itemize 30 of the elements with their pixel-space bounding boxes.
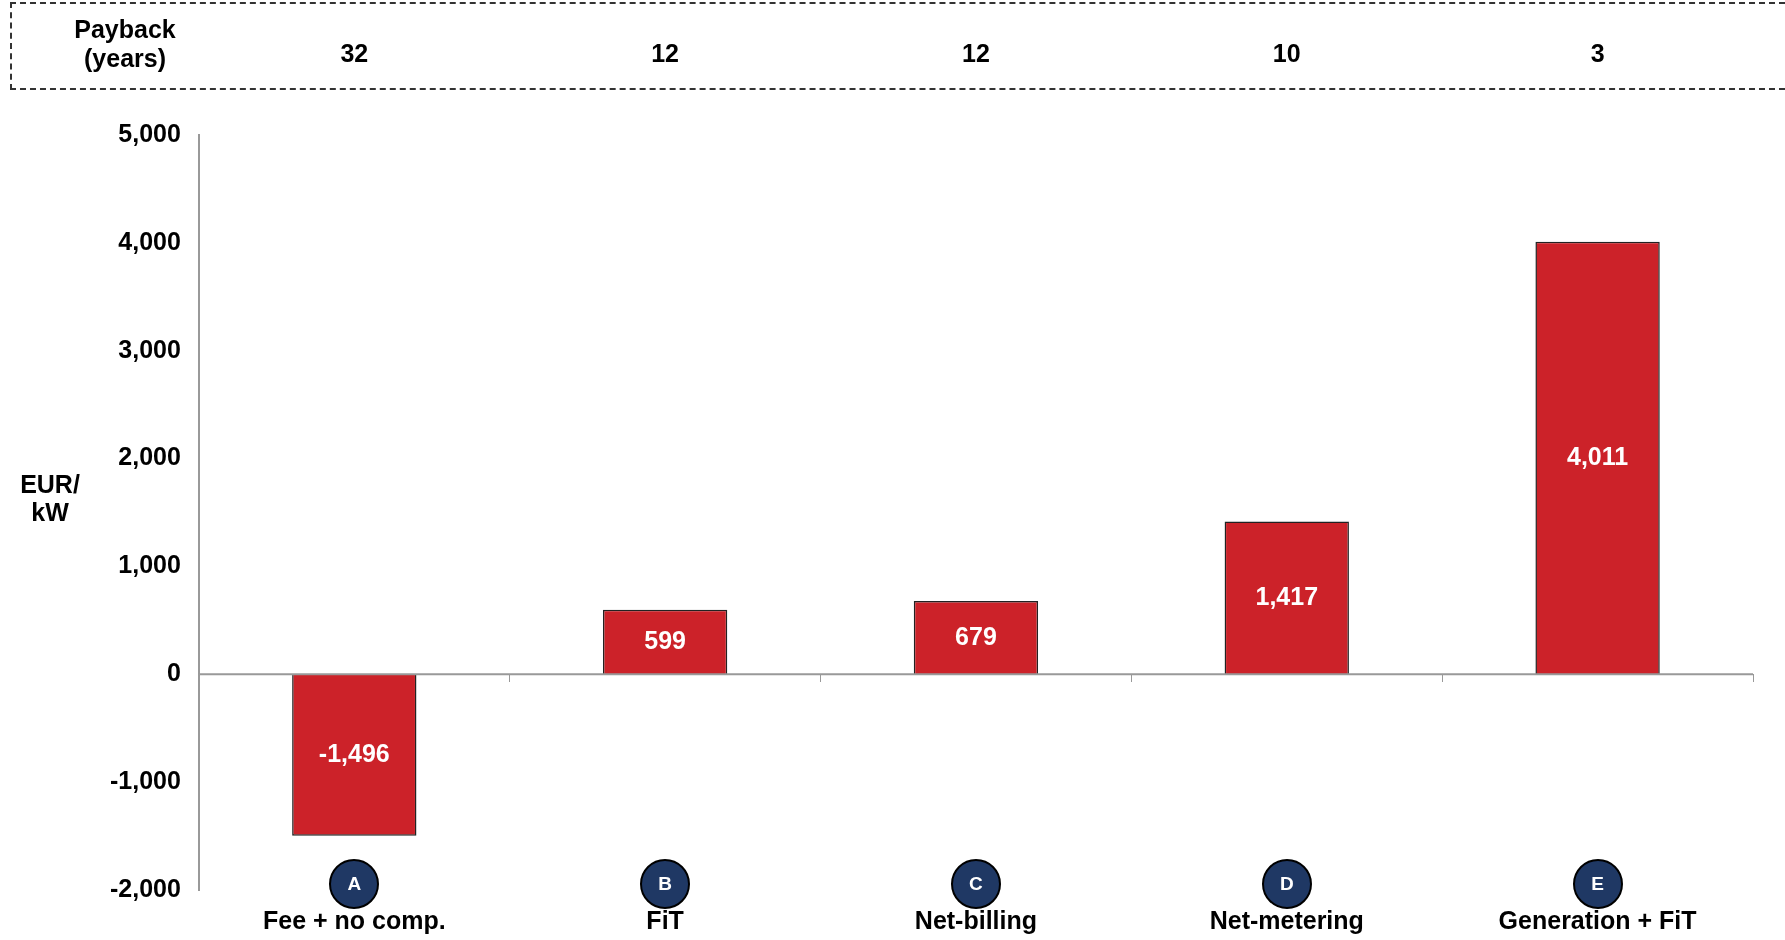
y-tick-label: 0 xyxy=(166,658,181,687)
y-tick-label: 2,000 xyxy=(118,442,181,471)
text: Payback (years) xyxy=(74,15,176,73)
annotation: E xyxy=(1591,873,1604,895)
y-tick-label: 3,000 xyxy=(118,334,181,363)
data-label: 1,417 xyxy=(1255,581,1319,610)
y-tick-label: 4,000 xyxy=(118,226,181,255)
x-tick-label: Net-billing xyxy=(914,905,1038,934)
text: 10 xyxy=(1272,38,1301,67)
annotation: D xyxy=(1279,873,1294,895)
x-tick-label: Generation + FiT xyxy=(1498,905,1697,934)
y-tick-label: -1,000 xyxy=(110,766,181,795)
data-label: 679 xyxy=(955,621,997,650)
annotation: B xyxy=(658,873,672,895)
text: 32 xyxy=(340,38,369,67)
data-label: 599 xyxy=(644,625,686,654)
y-axis-title: EUR/ kW xyxy=(20,469,80,526)
data-label: -1,496 xyxy=(318,738,390,767)
text: 12 xyxy=(651,38,680,67)
y-tick-label: 5,000 xyxy=(118,118,181,147)
text: 12 xyxy=(962,38,990,67)
annotation: C xyxy=(969,873,984,895)
x-tick-label: FiT xyxy=(646,905,684,934)
annotation: A xyxy=(347,873,362,895)
data-label: 4,011 xyxy=(1566,441,1629,470)
x-tick-label: Net-metering xyxy=(1209,905,1364,934)
y-tick-label: -2,000 xyxy=(110,873,181,902)
x-tick-label: Fee + no comp. xyxy=(262,905,446,934)
y-tick-label: 1,000 xyxy=(118,550,181,579)
text: 3 xyxy=(1590,38,1605,67)
